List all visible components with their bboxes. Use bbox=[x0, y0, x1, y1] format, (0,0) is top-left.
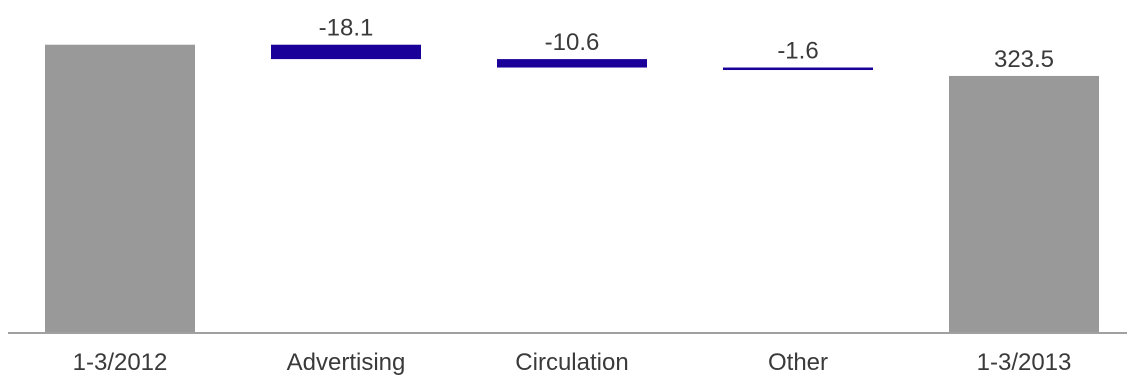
bar-circulation bbox=[497, 59, 647, 68]
data-label: -10.6 bbox=[545, 29, 600, 56]
x-tick-label: Other bbox=[768, 349, 828, 376]
x-tick-label: Advertising bbox=[287, 349, 406, 376]
bar-advertising bbox=[271, 44, 421, 60]
bar-1-3-2013 bbox=[949, 75, 1099, 333]
x-tick-label: 1-3/2012 bbox=[73, 349, 168, 376]
data-label: 323.5 bbox=[994, 46, 1054, 73]
bar-other bbox=[723, 67, 873, 71]
data-label: -1.6 bbox=[777, 38, 818, 65]
bar-1-3-2012 bbox=[45, 44, 195, 334]
data-label: -18.1 bbox=[319, 15, 374, 42]
x-tick-label: Circulation bbox=[515, 349, 628, 376]
x-tick-label: 1-3/2013 bbox=[977, 349, 1072, 376]
